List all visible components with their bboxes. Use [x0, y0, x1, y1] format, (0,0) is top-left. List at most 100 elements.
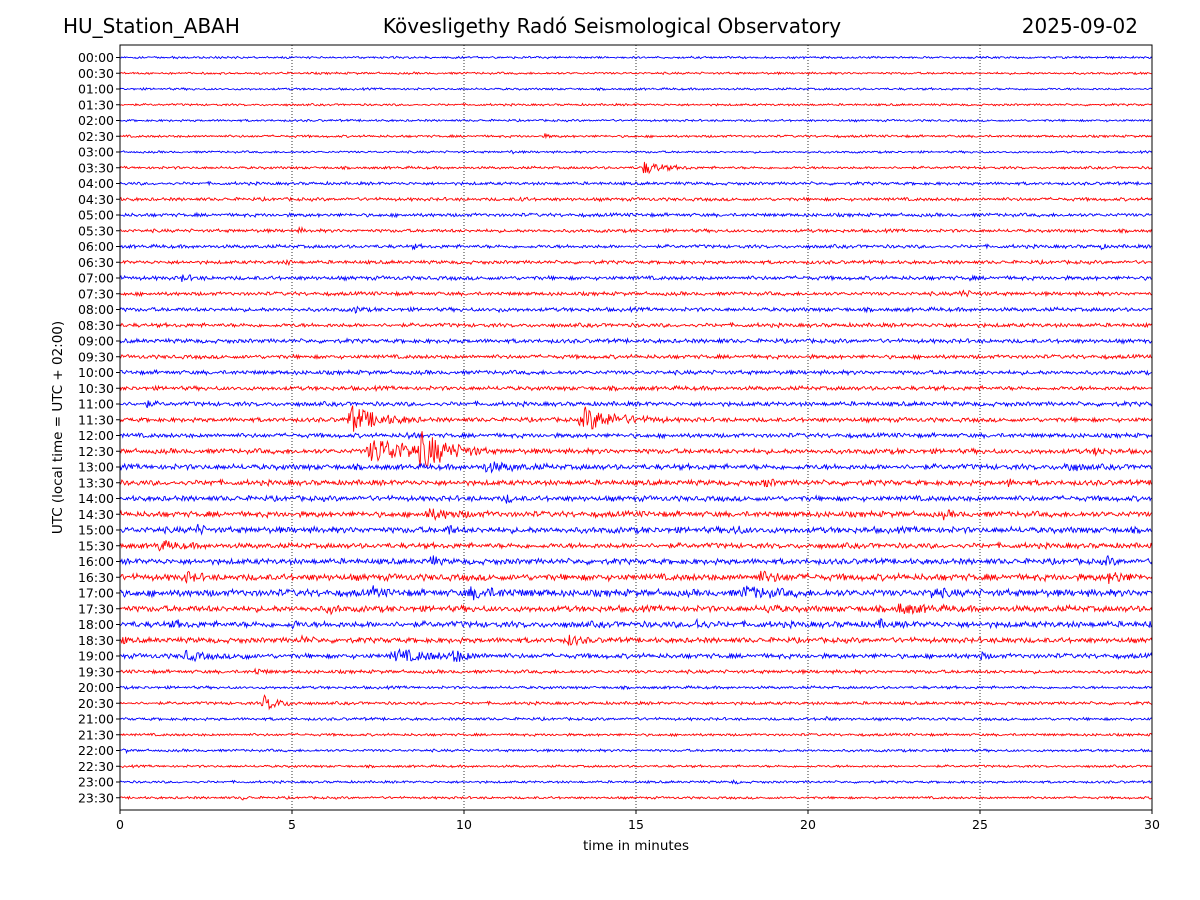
x-tick-label: 15 [628, 817, 644, 832]
trace-2000 [119, 684, 1153, 691]
trace-1000 [120, 368, 1153, 377]
y-tick-label: 05:30 [78, 223, 114, 238]
y-tick-label: 23:30 [78, 790, 114, 805]
y-tick-label: 17:00 [78, 586, 114, 601]
y-tick-label: 06:00 [78, 239, 114, 254]
x-tick-label: 10 [456, 817, 472, 832]
y-tick-label: 15:00 [78, 523, 114, 538]
y-tick-label: 08:00 [78, 302, 114, 317]
trace-0830 [119, 321, 1153, 329]
trace-0200 [119, 118, 1153, 123]
trace-1300 [119, 461, 1153, 474]
y-tick-label: 09:30 [78, 349, 114, 364]
trace-0700 [119, 274, 1153, 283]
trace-2200 [119, 748, 1153, 755]
trace-2230 [119, 763, 1153, 769]
y-tick-label: 15:30 [78, 538, 114, 553]
trace-0930 [119, 353, 1153, 361]
trace-1400 [119, 494, 1153, 504]
y-tick-label: 21:00 [78, 712, 114, 727]
y-tick-label: 14:00 [78, 491, 114, 506]
trace-1030 [119, 384, 1153, 393]
y-tick-label: 18:30 [78, 633, 114, 648]
trace-1800 [119, 617, 1153, 630]
y-tick-label: 20:00 [78, 680, 114, 695]
y-tick-label: 04:00 [78, 176, 114, 191]
seismic-traces [119, 55, 1153, 801]
station-name: HU_Station_ABAH [63, 14, 240, 38]
trace-0230 [119, 133, 1153, 140]
y-tick-label: 14:30 [78, 507, 114, 522]
trace-1600 [119, 554, 1153, 567]
y-tick-label: 22:00 [78, 743, 114, 758]
observatory-title: Kövesligethy Radó Seismological Observat… [382, 14, 842, 38]
trace-0000 [119, 55, 1153, 60]
x-tick-label: 20 [800, 817, 816, 832]
trace-0430 [119, 195, 1153, 203]
trace-2130 [119, 732, 1153, 738]
y-tick-label: 02:30 [78, 129, 114, 144]
trace-0130 [119, 102, 1153, 107]
y-tick-label: 19:00 [78, 649, 114, 664]
trace-2100 [119, 716, 1153, 722]
y-tick-label: 13:30 [78, 475, 114, 490]
y-tick-label: 02:00 [78, 113, 114, 128]
trace-1530 [119, 540, 1153, 552]
y-tick-label: 12:00 [78, 428, 114, 443]
y-tick-label: 06:30 [78, 255, 114, 270]
trace-2300 [119, 779, 1153, 785]
trace-1630 [119, 570, 1153, 585]
trace-0800 [119, 305, 1153, 314]
y-tick-label: 16:00 [78, 554, 114, 569]
y-tick-label: 07:30 [78, 286, 114, 301]
trace-1100 [119, 399, 1153, 409]
trace-1200 [119, 431, 1153, 440]
trace-1230 [119, 431, 1153, 468]
trace-0300 [119, 149, 1153, 155]
y-tick-label: 00:30 [78, 66, 114, 81]
y-tick-label: 17:30 [78, 601, 114, 616]
x-tick-label: 25 [972, 817, 988, 832]
y-tick-label: 00:00 [78, 50, 114, 65]
y-tick-label: 03:00 [78, 145, 114, 160]
trace-0400 [119, 180, 1153, 187]
trace-0100 [119, 86, 1153, 92]
trace-2030 [119, 694, 1153, 711]
y-tick-label: 18:00 [78, 617, 114, 632]
y-tick-label: 20:30 [78, 696, 114, 711]
trace-0500 [119, 211, 1153, 219]
y-tick-label: 01:00 [78, 82, 114, 97]
trace-1130 [119, 405, 1153, 432]
y-tick-label: 22:30 [78, 759, 114, 774]
trace-1830 [119, 634, 1153, 647]
y-tick-label: 03:30 [78, 160, 114, 175]
y-tick-label: 16:30 [78, 570, 114, 585]
trace-1500 [119, 523, 1153, 536]
grid-lines [291, 45, 981, 810]
trace-0730 [119, 289, 1153, 298]
x-tick-label: 0 [116, 817, 124, 832]
x-axis-label: time in minutes [583, 838, 689, 854]
trace-1730 [119, 603, 1153, 616]
trace-2330 [119, 795, 1153, 801]
y-tick-label: 21:30 [78, 727, 114, 742]
y-tick-label: 12:30 [78, 444, 114, 459]
trace-0030 [119, 71, 1153, 76]
y-tick-label: 19:30 [78, 664, 114, 679]
y-tick-label: 10:30 [78, 381, 114, 396]
y-ticks: 00:0000:3001:0001:3002:0002:3003:0003:30… [78, 50, 120, 805]
y-tick-label: 05:00 [78, 208, 114, 223]
y-tick-label: 11:30 [78, 412, 114, 427]
trace-1430 [119, 508, 1153, 522]
trace-1930 [119, 667, 1153, 676]
y-tick-label: 11:00 [78, 397, 114, 412]
y-tick-label: 04:30 [78, 192, 114, 207]
x-tick-label: 30 [1144, 817, 1160, 832]
trace-1700 [119, 585, 1153, 601]
trace-0630 [119, 258, 1153, 267]
trace-0900 [119, 337, 1153, 345]
x-ticks: 0 5 10 15 20 25 30 [116, 810, 1160, 832]
y-tick-label: 01:30 [78, 97, 114, 112]
y-tick-label: 07:00 [78, 271, 114, 286]
